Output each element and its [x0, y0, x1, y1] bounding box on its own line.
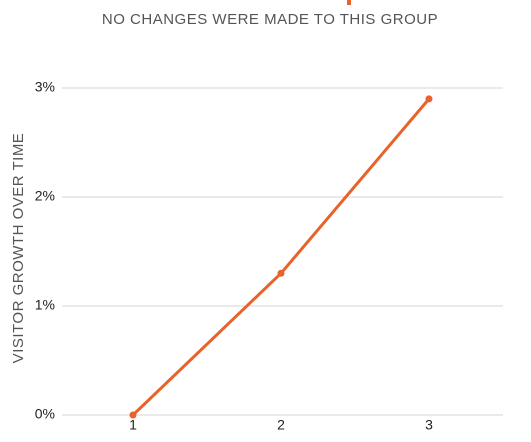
point — [425, 95, 433, 103]
y-tick-label: 1% — [35, 297, 55, 313]
x-tick-label: 3 — [425, 417, 433, 433]
point — [129, 411, 137, 419]
chart-subtitle: NO CHANGES WERE MADE TO THIS GROUP — [102, 11, 438, 28]
x-tick-label: 1 — [129, 417, 137, 433]
line — [131, 97, 431, 417]
y-axis-label: VISITOR GROWTH OVER TIME — [10, 133, 27, 364]
point — [277, 269, 285, 277]
y-tick-label: 3% — [35, 79, 55, 95]
y-tick-label: 2% — [35, 188, 55, 204]
cropped-title-fragment — [347, 0, 351, 5]
y-tick-label: 0% — [35, 406, 55, 422]
x-tick-label: 2 — [277, 417, 285, 433]
